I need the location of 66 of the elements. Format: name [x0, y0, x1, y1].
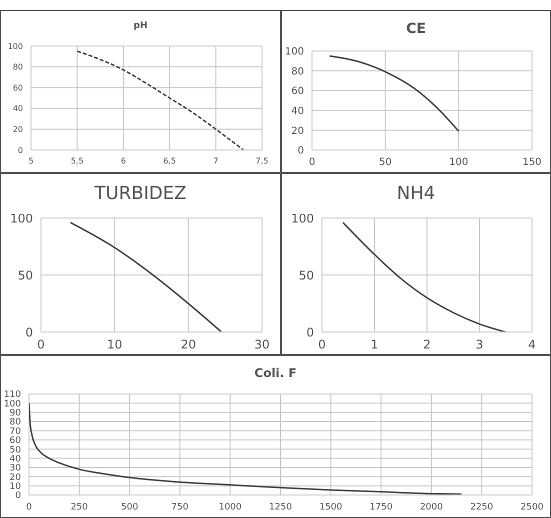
x-tick-label: 500 — [121, 502, 138, 512]
y-tick-label: 0 — [25, 325, 33, 340]
x-tick-label: 6 — [120, 156, 126, 166]
y-tick-label: 20 — [291, 126, 304, 137]
line-series — [70, 222, 222, 332]
x-tick-label: 1250 — [269, 502, 292, 512]
y-tick-label: 30 — [10, 464, 22, 474]
x-tick-label: 4 — [528, 338, 536, 352]
x-tick-label: 100 — [449, 157, 468, 168]
y-tick-label: 20 — [10, 472, 22, 483]
y-tick-label: 20 — [12, 125, 23, 134]
x-tick-label: 2000 — [420, 502, 444, 512]
x-tick-label: 1750 — [370, 502, 393, 512]
line-series — [76, 50, 244, 150]
x-tick-label: 150 — [522, 157, 542, 168]
x-tick-label: 1 — [370, 338, 378, 352]
y-tick-label: 80 — [291, 66, 304, 78]
x-tick-label: 1500 — [319, 502, 343, 512]
y-tick-label: 0 — [15, 491, 22, 502]
y-tick-label: 100 — [4, 399, 22, 410]
x-tick-label: 5,5 — [70, 156, 84, 166]
x-tick-label: 20 — [180, 338, 196, 352]
line-series — [328, 55, 460, 132]
x-tick-label: 2 — [423, 338, 431, 352]
y-tick-label: 80 — [10, 418, 22, 428]
x-tick-label: 6,5 — [163, 156, 176, 166]
y-tick-label: 60 — [10, 436, 22, 446]
chart-title: NH4 — [396, 183, 436, 204]
y-tick-label: 60 — [291, 86, 304, 98]
y-tick-label: 0 — [306, 325, 314, 340]
chart-title: pH — [132, 20, 148, 33]
x-tick-label: 7 — [213, 156, 218, 166]
x-tick-label: 5 — [28, 156, 34, 166]
y-tick-label: 80 — [12, 62, 23, 72]
y-tick-label: 60 — [12, 83, 23, 92]
x-tick-label: 10 — [107, 338, 122, 352]
y-tick-label: 90 — [10, 408, 22, 419]
x-tick-label: 250 — [70, 502, 88, 512]
chart-title: CE — [405, 20, 427, 39]
x-tick-label: 2500 — [520, 502, 544, 512]
y-tick-label: 50 — [298, 268, 314, 282]
y-tick-label: 70 — [10, 426, 22, 437]
x-tick-label: 3 — [476, 338, 484, 352]
chart-title: Coli. F — [253, 365, 298, 382]
y-tick-label: 40 — [291, 106, 304, 117]
y-tick-label: 110 — [4, 390, 22, 400]
y-tick-label: 50 — [18, 268, 33, 282]
x-tick-label: 7,5 — [256, 156, 268, 166]
y-tick-label: 0 — [18, 146, 23, 155]
y-tick-label: 40 — [12, 104, 23, 114]
y-tick-label: 100 — [284, 46, 304, 58]
y-tick-label: 50 — [10, 445, 22, 456]
line-series — [29, 402, 462, 495]
y-tick-label: 40 — [10, 454, 22, 464]
x-tick-label: 750 — [171, 502, 189, 512]
y-tick-label: 0 — [298, 146, 304, 157]
x-tick-label: 0 — [318, 338, 326, 352]
line-series — [342, 222, 506, 332]
x-tick-label: 1000 — [218, 502, 242, 512]
x-tick-label: 2250 — [470, 502, 494, 512]
y-tick-label: 100 — [8, 42, 23, 51]
x-tick-label: 30 — [254, 338, 270, 352]
y-tick-label: 10 — [10, 482, 22, 492]
x-tick-label: 50 — [378, 157, 392, 168]
x-tick-label: 0 — [37, 338, 45, 352]
chart-title: TURBIDEZ — [94, 183, 186, 204]
